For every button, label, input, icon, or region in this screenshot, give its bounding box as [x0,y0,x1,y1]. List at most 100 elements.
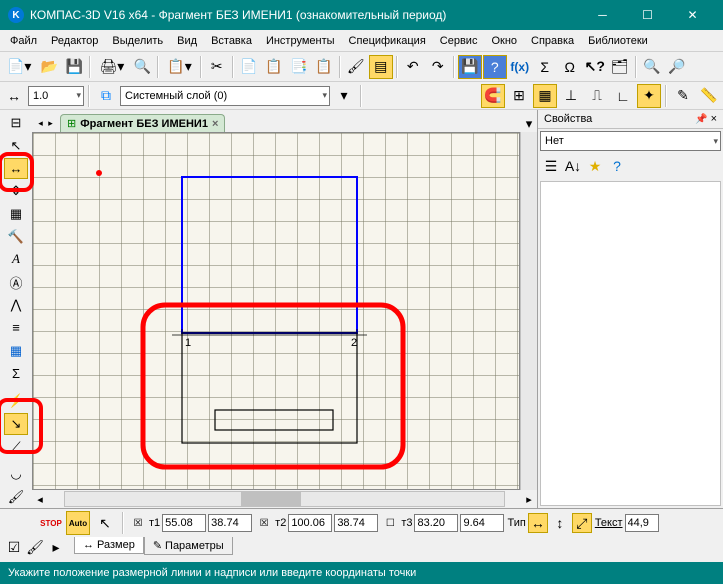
layer-dropdown[interactable]: Системный слой (0) [120,86,330,106]
t3-y-input[interactable] [460,514,504,532]
brush-button[interactable]: 🖌 [344,55,368,79]
autodim-button[interactable]: ✦ [637,84,661,108]
step-button[interactable]: ⎍ [585,84,609,108]
tab-close-icon[interactable]: × [212,118,218,130]
vertical-scrollbar[interactable] [520,132,537,490]
menu-window[interactable]: Окно [485,33,523,49]
dimension-tool[interactable]: ↔ [4,158,28,180]
copy2-button[interactable]: 📑 [287,55,311,79]
text-tool[interactable]: A [4,249,28,271]
ortho-button[interactable]: ⊥ [559,84,583,108]
type-v-button[interactable]: ↕ [550,513,570,533]
t3-lock[interactable]: ☐ [381,514,399,532]
cursor-button[interactable]: ↖ [93,511,117,535]
menu-spec[interactable]: Спецификация [343,33,432,49]
ruler-button[interactable]: 📏 [697,84,721,108]
t2-y-input[interactable] [334,514,378,532]
copy-button[interactable]: 📄 [237,55,261,79]
auto-button[interactable]: Auto [66,511,90,535]
cut-button[interactable]: ✂ [205,55,229,79]
stop-button[interactable]: STOP [39,511,63,535]
horizontal-scrollbar[interactable] [64,491,505,507]
menu-help[interactable]: Справка [525,33,580,49]
param-apply-button[interactable]: ☑ [4,537,24,557]
disk1-button[interactable]: 💾 [458,55,482,79]
panel-close-icon[interactable]: × [711,113,717,125]
open-button[interactable]: 📂 [37,55,61,79]
layer-icon[interactable]: ⧉ [94,84,118,108]
type-h-button[interactable]: ↔ [528,513,548,533]
list-icon[interactable]: ☰ [541,156,561,176]
text-input[interactable] [625,514,659,532]
snap-button[interactable]: ⊞ [507,84,531,108]
table-tool[interactable]: ▦ [4,340,28,362]
line-tool[interactable]: ⟋ [4,436,28,458]
close-button[interactable]: ✕ [670,0,715,30]
paint-tool[interactable]: 🖌 [4,486,28,508]
menu-tools[interactable]: Инструменты [260,33,341,49]
layer-more-button[interactable]: ▾ [332,84,356,108]
document-tab[interactable]: ⊞ Фрагмент БЕЗ ИМЕНИ1 × [60,114,225,132]
var2-button[interactable]: Ω [558,55,582,79]
zoom-in-button[interactable]: 🔍 [640,55,664,79]
magnet-button[interactable]: 🧲 [481,84,505,108]
compass-tool[interactable]: Ⓐ [4,271,28,293]
hammer-tool[interactable]: 🔨 [4,226,28,248]
var1-button[interactable]: Σ [533,55,557,79]
help-arrow-button[interactable]: ↖? [583,55,607,79]
auto-dim-tool[interactable]: ↘ [4,413,28,435]
undo-button[interactable]: ↶ [401,55,425,79]
menu-insert[interactable]: Вставка [205,33,258,49]
perp-button[interactable]: ∟ [611,84,635,108]
fx-button[interactable]: f(x) [508,55,532,79]
menu-view[interactable]: Вид [171,33,203,49]
props-toggle-button[interactable]: ▤ [369,55,393,79]
tab-menu-button[interactable]: ▾ [521,116,537,132]
pin-icon[interactable]: 📌 [695,114,707,125]
param-brush-button[interactable]: 🖌 [25,537,45,557]
scale-tool[interactable]: ≡ [4,317,28,339]
grid-button[interactable]: ▦ [533,84,557,108]
tab-scroll-left[interactable]: ◂ [36,114,45,132]
ruler-tool[interactable]: ⊟ [4,112,28,134]
tab-params[interactable]: ✎ Параметры [144,537,233,555]
maximize-button[interactable]: ☐ [625,0,670,30]
card-button[interactable]: 🗂 [608,55,632,79]
preview-button[interactable]: 🔍 [130,55,154,79]
print-button[interactable]: 🖨▾ [94,55,129,79]
t1-x-input[interactable] [162,514,206,532]
t1-lock[interactable]: ☒ [129,514,147,532]
menu-service[interactable]: Сервис [434,33,484,49]
type-a-button[interactable]: ⤢ [572,513,592,533]
disk2-button[interactable]: ? [483,55,507,79]
sigma-tool[interactable]: Σ [4,362,28,384]
doc-prop-button[interactable]: 📋▾ [162,55,196,79]
help-icon[interactable]: ? [607,156,627,176]
t1-y-input[interactable] [208,514,252,532]
sort-icon[interactable]: A↓ [563,156,583,176]
paste-button[interactable]: 📋 [262,55,286,79]
menu-select[interactable]: Выделить [106,33,169,49]
bolt-tool[interactable]: ⚡ [4,390,28,412]
tab-scroll-right[interactable]: ▸ [46,114,55,132]
t2-x-input[interactable] [288,514,332,532]
properties-selector[interactable]: Нет [540,131,721,151]
t3-x-input[interactable] [414,514,458,532]
dim-style-icon[interactable]: ↔ [2,84,26,108]
vdim-tool[interactable]: ⇕ [4,180,28,202]
compass2-tool[interactable]: ⋀ [4,294,28,316]
star-icon[interactable]: ★ [585,156,605,176]
hatch-tool[interactable]: ▦ [4,203,28,225]
menu-libs[interactable]: Библиотеки [582,33,654,49]
edit-button[interactable]: ✎ [671,84,695,108]
param-more-button[interactable]: ▸ [46,537,66,557]
save-button[interactable]: 💾 [62,55,86,79]
pointer-tool[interactable]: ↖ [4,135,28,157]
tab-size[interactable]: ↔ Размер [74,537,144,554]
t2-lock[interactable]: ☒ [255,514,273,532]
paste2-button[interactable]: 📋 [312,55,336,79]
menu-file[interactable]: Файл [4,33,43,49]
redo-button[interactable]: ↷ [426,55,450,79]
menu-edit[interactable]: Редактор [45,33,104,49]
zoom-fit-button[interactable]: 🔎 [665,55,689,79]
